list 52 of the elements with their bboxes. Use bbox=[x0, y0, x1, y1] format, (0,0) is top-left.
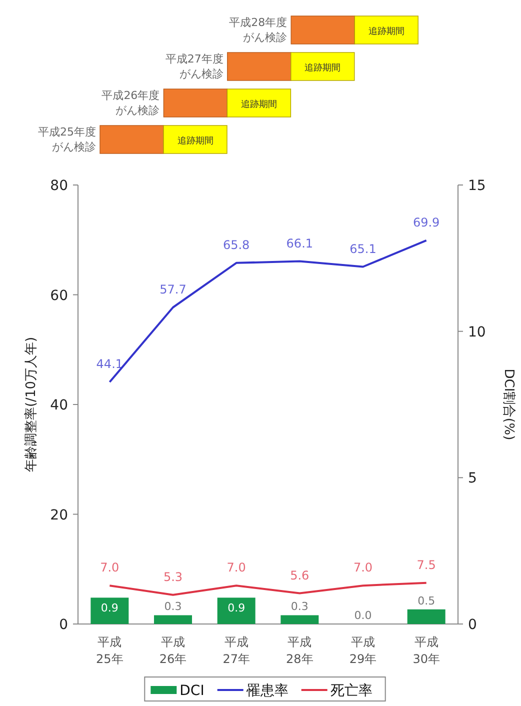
bar bbox=[280, 615, 319, 624]
data-label: 5.3 bbox=[163, 570, 183, 584]
data-label: 7.5 bbox=[416, 558, 436, 572]
data-label: 5.6 bbox=[290, 568, 310, 582]
data-label: 0.9 bbox=[100, 602, 118, 615]
x-tick-label: 平成 27年 bbox=[222, 635, 250, 666]
data-label: 7.0 bbox=[353, 560, 373, 575]
data-label: 44.1 bbox=[96, 357, 124, 371]
legend-label: DCI bbox=[180, 683, 204, 699]
y2-tick-label: 0 bbox=[468, 617, 477, 633]
y2-axis-title: DCI割合(%) bbox=[501, 368, 516, 440]
data-label: 0.3 bbox=[290, 600, 308, 614]
legend-label: 死亡率 bbox=[330, 683, 372, 699]
y2-tick-label: 10 bbox=[468, 324, 486, 340]
text: 追跡期間 bbox=[304, 62, 341, 74]
data-label: 0.5 bbox=[418, 594, 436, 608]
data-label: 0.0 bbox=[354, 609, 372, 622]
data-label: 69.9 bbox=[412, 215, 440, 230]
line-series bbox=[108, 582, 428, 596]
x-tick-label: 平成 30年 bbox=[412, 635, 440, 666]
data-label: 0.9 bbox=[228, 602, 246, 615]
y-tick-label: 0 bbox=[59, 617, 68, 633]
y-tick-label: 80 bbox=[50, 178, 68, 194]
x-tick-label: 平成 29年 bbox=[349, 635, 377, 666]
text: 追跡期間 bbox=[177, 136, 214, 146]
text: 平成27年度がん検診 bbox=[165, 52, 224, 80]
y2-tick-label: 5 bbox=[468, 470, 477, 487]
text: 追跡期間 bbox=[240, 99, 277, 110]
data-label: 7.0 bbox=[226, 560, 246, 575]
data-label: 57.7 bbox=[160, 282, 186, 296]
bar bbox=[217, 598, 256, 624]
y2-tick-label: 15 bbox=[468, 178, 486, 194]
data-label: 66.1 bbox=[286, 236, 314, 250]
data-label: 0.3 bbox=[164, 600, 182, 614]
data-label: 65.8 bbox=[222, 238, 250, 252]
x-tick-label: 平成 25年 bbox=[96, 635, 124, 666]
bar bbox=[154, 615, 192, 624]
y-tick-label: 40 bbox=[50, 398, 68, 414]
data-label: 65.1 bbox=[350, 242, 376, 256]
legend-label: 罹患率 bbox=[245, 683, 288, 699]
y-axis-title: 年齢調整率(/10万人年) bbox=[23, 336, 39, 472]
x-tick-label: 平成 28年 bbox=[286, 635, 314, 666]
text: 平成25年度がん検診 bbox=[38, 126, 96, 154]
y-tick-label: 20 bbox=[50, 507, 68, 524]
x-tick-label: 平成 26年 bbox=[159, 635, 187, 666]
text: 追跡期間 bbox=[368, 26, 404, 37]
y-tick-label: 60 bbox=[50, 288, 68, 304]
text: 平成28年度がん検診 bbox=[229, 16, 288, 44]
text: 平成26年度がん検診 bbox=[102, 89, 160, 117]
data-label: 7.0 bbox=[100, 560, 120, 575]
bar bbox=[90, 598, 129, 624]
bar bbox=[407, 609, 446, 624]
